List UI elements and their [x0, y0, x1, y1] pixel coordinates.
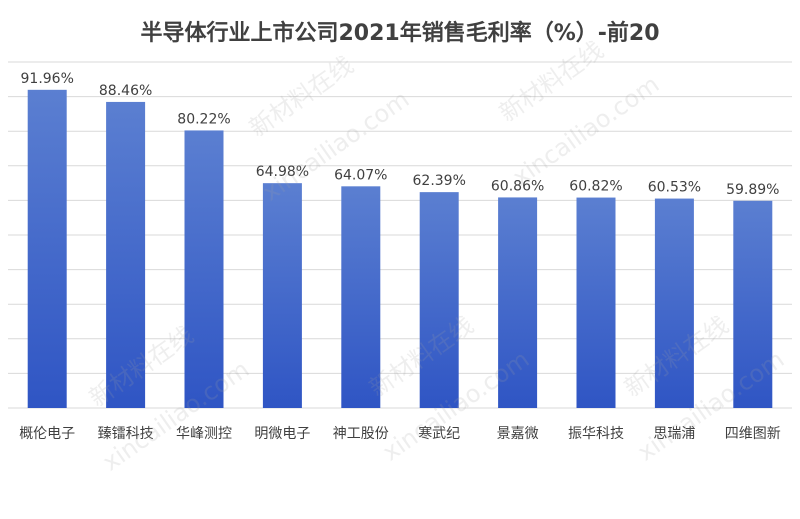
bar: [184, 130, 224, 409]
bar: [262, 183, 302, 408]
bar: [498, 197, 538, 408]
bar-chart: 半导体行业上市公司2021年销售毛利率（%）-前20 91.96% 88.46% 8…: [8, 20, 792, 442]
bar: [341, 186, 381, 408]
category-label: 明微电子: [254, 426, 310, 442]
bars: [27, 89, 773, 409]
bar: [576, 197, 616, 408]
data-label: 60.86%: [491, 178, 544, 194]
chart-title: 半导体行业上市公司2021年销售毛利率（%）-前20: [140, 20, 659, 46]
value-labels: 91.96% 88.46% 80.22% 64.98% 64.07% 62.39% 60.8…: [21, 71, 780, 198]
chart-container: 半导体行业上市公司2021年销售毛利率（%）-前20 91.96% 88.46% 8…: [8, 20, 792, 477]
category-label: 概伦电子: [19, 426, 75, 442]
data-label: 60.53%: [648, 180, 701, 196]
category-label: 寒武纪: [418, 425, 460, 442]
bar: [654, 198, 694, 408]
category-label: 神工股份: [333, 426, 389, 442]
category-label: 思瑞浦: [653, 426, 695, 442]
bar: [419, 192, 459, 408]
data-label: 80.22%: [177, 111, 230, 127]
bar: [27, 89, 67, 409]
bar: [106, 101, 146, 408]
category-label: 景嘉微: [497, 426, 539, 442]
category-label: 华峰测控: [176, 426, 232, 442]
data-label: 62.39%: [413, 173, 466, 189]
category-label: 臻镭科技: [98, 426, 154, 442]
category-label: 四维图新: [725, 426, 781, 442]
data-label: 88.46%: [99, 83, 152, 99]
category-label: 振华科技: [568, 426, 624, 442]
data-label: 91.96%: [21, 71, 74, 87]
category-labels: 概伦电子 臻镭科技 华峰测控 明微电子 神工股份 寒武纪 景嘉微 振华科技 思瑞浦 四维图新: [19, 425, 781, 442]
data-label: 59.89%: [726, 182, 779, 198]
data-label: 64.98%: [256, 164, 309, 180]
data-label: 64.07%: [334, 167, 387, 183]
bar: [733, 200, 773, 408]
data-label: 60.82%: [569, 179, 622, 195]
